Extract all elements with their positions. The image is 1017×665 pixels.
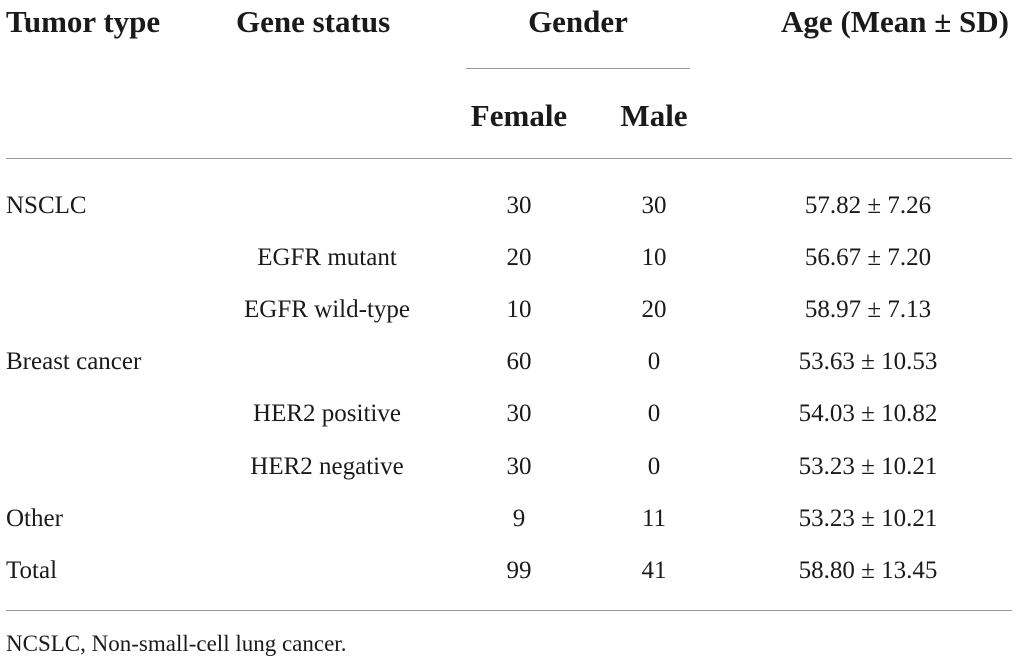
cell-male: 10 [641,244,667,271]
header-gene-status: Gene status [236,4,391,39]
gender-span-rule [466,68,690,69]
table-bottom-rule [6,610,1012,611]
header-rule [6,158,1012,159]
cell-male: 0 [647,400,661,427]
cell-age: 53.23 ± 10.21 [798,453,938,480]
cell-female: 10 [506,296,532,323]
cell-gene-status: HER2 positive [253,400,401,427]
header-male: Male [620,98,688,133]
cell-male: 0 [647,348,661,375]
cell-female: 30 [506,400,532,427]
cell-female: 9 [512,505,526,532]
cell-male: 30 [641,192,667,219]
cell-age: 56.67 ± 7.20 [804,244,932,271]
cell-gene-status: EGFR wild-type [244,296,410,323]
cell-age: 54.03 ± 10.82 [798,400,938,427]
table-footnote: NCSLC, Non-small-cell lung cancer. [6,631,347,656]
cell-male: 11 [641,505,667,532]
cell-age: 53.63 ± 10.53 [798,348,938,375]
cell-male: 0 [647,453,661,480]
cell-tumor-type: Other [6,505,63,532]
cell-age: 57.82 ± 7.26 [804,192,932,219]
header-female: Female [470,98,568,133]
cell-age: 58.80 ± 13.45 [798,557,938,584]
cell-tumor-type: Total [6,557,58,584]
cell-gene-status: EGFR mutant [257,244,397,271]
cell-female: 30 [506,192,532,219]
cell-age: 58.97 ± 7.13 [804,296,932,323]
header-gender: Gender [528,4,628,39]
header-tumor-type: Tumor type [6,4,161,39]
cell-age: 53.23 ± 10.21 [798,505,938,532]
header-age: Age (Mean ± SD) [781,4,1009,39]
cell-tumor-type: NSCLC [6,192,87,219]
cell-tumor-type: Breast cancer [6,348,142,375]
cell-female: 20 [506,244,532,271]
cell-female: 60 [506,348,532,375]
cell-gene-status: HER2 negative [250,453,404,480]
cell-female: 99 [506,557,532,584]
cell-male: 20 [641,296,667,323]
cell-female: 30 [506,453,532,480]
cell-male: 41 [641,557,667,584]
